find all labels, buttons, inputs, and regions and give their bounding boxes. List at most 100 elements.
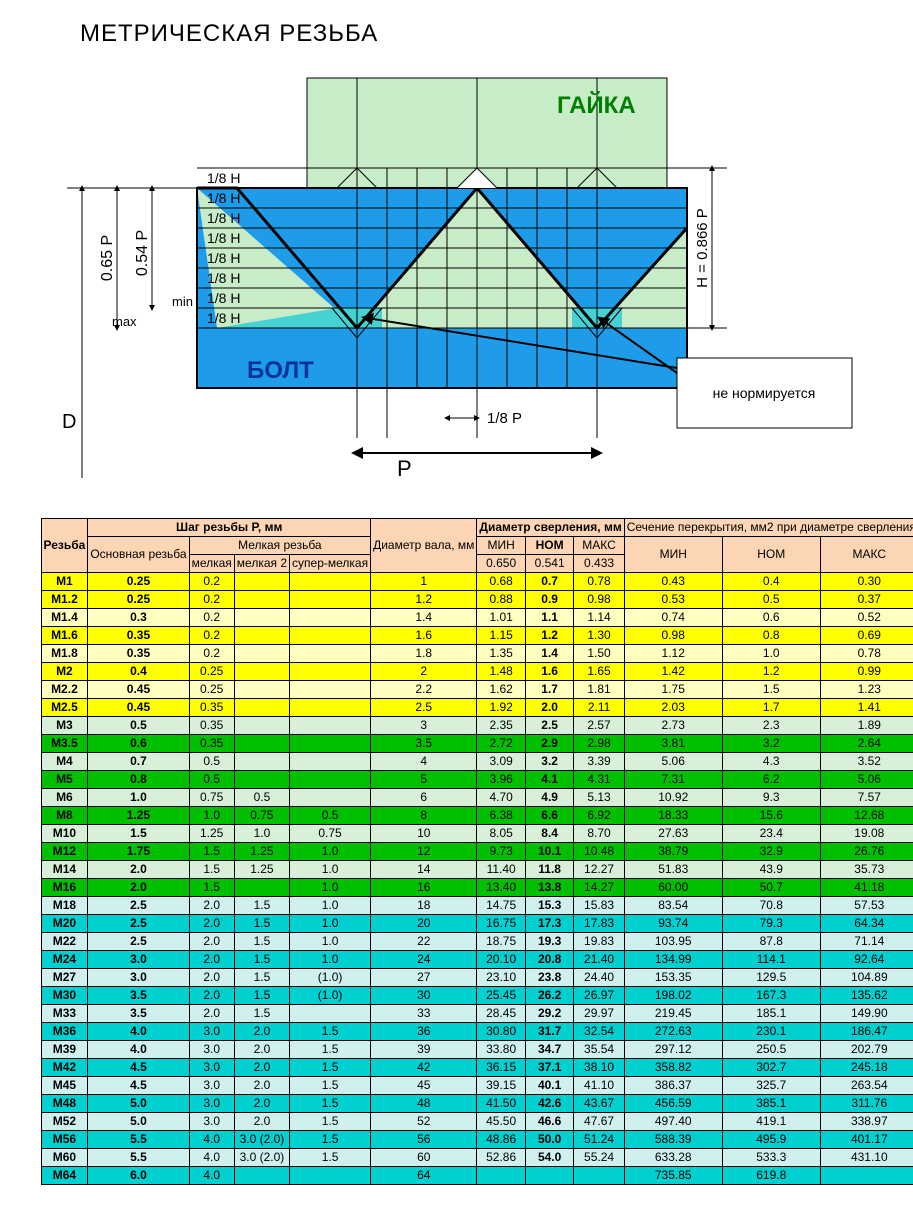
hdr-fine-group: Мелкая резьба [189,537,371,555]
cell: 16 [371,879,477,897]
cell: M4 [41,753,88,771]
cell: 42 [371,1059,477,1077]
cell: 5.0 [88,1095,189,1113]
cell: 51.83 [624,861,722,879]
cell: 0.45 [88,681,189,699]
cell: 114.1 [722,951,820,969]
cell: 2.0 [189,987,234,1005]
cell: 533.3 [722,1149,820,1167]
cell: 0.52 [820,609,913,627]
table-row: M364.03.02.01.53630.8031.732.54272.63230… [41,1023,913,1041]
cell: 0.6 [88,735,189,753]
cell: 6.2 [722,771,820,789]
cell: 33.80 [477,1041,526,1059]
cell: 1.35 [477,645,526,663]
svg-text:1/8 H: 1/8 H [207,190,240,206]
table-row: M424.53.02.01.54236.1537.138.10358.82302… [41,1059,913,1077]
cell: 2.0 [189,969,234,987]
cell: 2.5 [88,933,189,951]
cell [234,753,289,771]
table-row: M3.50.60.353.52.722.92.983.813.22.64 [41,735,913,753]
cell: 1.0 [189,807,234,825]
cell: 1.0 [290,933,371,951]
cell: 1.4 [371,609,477,627]
hdr-pitch-group: Шаг резьбы P, мм [88,519,371,537]
cell [234,627,289,645]
cell [290,717,371,735]
hdr-fine3: супер-мелкая [290,555,371,573]
cell: 230.1 [722,1023,820,1041]
cell: 0.30 [820,573,913,591]
cell: 25.45 [477,987,526,1005]
cell: 0.37 [820,591,913,609]
cell: 4.0 [88,1023,189,1041]
table-row: M333.52.01.53328.4529.229.97219.45185.11… [41,1005,913,1023]
cell: 6.38 [477,807,526,825]
cell: 19.83 [574,933,624,951]
cell: 11.40 [477,861,526,879]
cell [234,573,289,591]
cell: 31.7 [525,1023,574,1041]
cell: 2.0 [234,1059,289,1077]
cell: 10.1 [525,843,574,861]
cell: 13.40 [477,879,526,897]
cell: 14.27 [574,879,624,897]
cell: 3.52 [820,753,913,771]
cell: 16.75 [477,915,526,933]
cell [234,699,289,717]
table-row: M202.52.01.51.02016.7517.317.8393.7479.3… [41,915,913,933]
cell: 12.27 [574,861,624,879]
cell [234,645,289,663]
cell: 39.15 [477,1077,526,1095]
cell: 0.35 [88,627,189,645]
cell: 0.35 [88,645,189,663]
cell: 2.57 [574,717,624,735]
cell [574,1167,624,1185]
cell: M12 [41,843,88,861]
svg-text:0.54 P: 0.54 P [134,230,151,276]
table-row: M1.40.30.21.41.011.11.140.740.60.52 [41,609,913,627]
cell: M27 [41,969,88,987]
cell: 3.0 [189,1095,234,1113]
cell: 2.3 [722,717,820,735]
cell: 51.24 [574,1131,624,1149]
cell: 26.97 [574,987,624,1005]
cell: 55.24 [574,1149,624,1167]
hdr-fine2: мелкая 2 [234,555,289,573]
cell: 1.14 [574,609,624,627]
cell: 60 [371,1149,477,1167]
cell: 0.5 [722,591,820,609]
svg-text:1/8 P: 1/8 P [487,410,522,427]
cell [290,1005,371,1023]
cell: 198.02 [624,987,722,1005]
table-row: M1.20.250.21.20.880.90.980.530.50.37 [41,591,913,609]
cell: 18.75 [477,933,526,951]
cell: 1.25 [189,825,234,843]
cell: 26.76 [820,843,913,861]
cell: 4.1 [525,771,574,789]
cell: 1.0 [290,897,371,915]
cell: 50.7 [722,879,820,897]
cell: 38.79 [624,843,722,861]
cell: 64.34 [820,915,913,933]
cell: 263.54 [820,1077,913,1095]
cell: 134.99 [624,951,722,969]
cell: 135.62 [820,987,913,1005]
cell: 497.40 [624,1113,722,1131]
cell: 70.8 [722,897,820,915]
cell: 3.39 [574,753,624,771]
cell: 23.10 [477,969,526,987]
cell: 79.3 [722,915,820,933]
cell: 0.75 [189,789,234,807]
cell: 18 [371,897,477,915]
cell: 0.35 [189,717,234,735]
cell: 2.9 [525,735,574,753]
cell: 87.8 [722,933,820,951]
hdr-max: МАКС [574,537,624,555]
cell: 4.3 [722,753,820,771]
table-row: M121.751.51.251.0129.7310.110.4838.7932.… [41,843,913,861]
cell: (1.0) [290,987,371,1005]
cell: M8 [41,807,88,825]
cell: 1.5 [290,1041,371,1059]
cell: 1.5 [189,879,234,897]
